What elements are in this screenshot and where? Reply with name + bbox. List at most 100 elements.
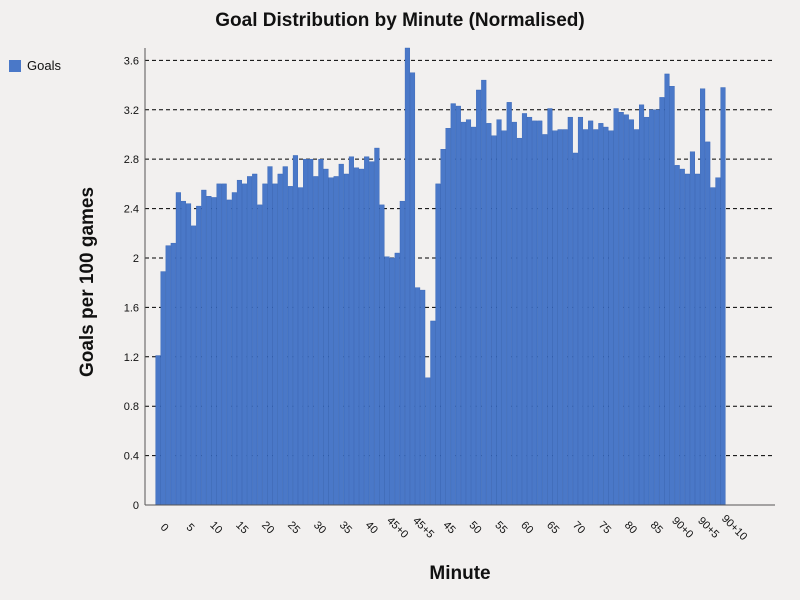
bar (318, 158, 324, 506)
bar (165, 245, 171, 506)
y-tick-label: 1.2 (124, 352, 139, 364)
bar (715, 177, 721, 506)
bar (435, 183, 441, 506)
bar (465, 119, 472, 506)
bar (409, 72, 416, 506)
bar (679, 168, 685, 506)
bar (241, 183, 248, 506)
bar (471, 126, 477, 506)
bar (287, 186, 293, 506)
bar (613, 108, 619, 506)
x-tick-label: 90+0 (669, 515, 695, 541)
bar (292, 155, 298, 506)
bar (506, 102, 512, 506)
bar (384, 256, 390, 506)
bar (628, 119, 634, 506)
bar (338, 163, 344, 506)
x-tick-label: 40 (363, 519, 380, 536)
x-tick-label: 75 (596, 519, 613, 536)
bar (649, 109, 655, 506)
x-tick-label: 90+10 (719, 513, 749, 543)
bar (379, 204, 385, 506)
bar (639, 104, 645, 506)
x-tick-label: 65 (544, 519, 561, 536)
x-tick-label: 25 (285, 519, 302, 536)
bar (567, 116, 573, 506)
bar (476, 89, 482, 506)
bar (191, 225, 197, 506)
bar (521, 113, 528, 506)
bar (399, 200, 405, 506)
bar (577, 116, 584, 506)
bar (562, 129, 568, 506)
bar (542, 134, 548, 506)
bar (588, 120, 594, 506)
legend-swatch-goals (9, 59, 21, 72)
bar (303, 158, 309, 506)
chart-title: Goal Distribution by Minute (Normalised) (215, 10, 585, 31)
axes (144, 48, 775, 506)
bar (211, 197, 217, 506)
bar (460, 121, 466, 506)
x-tick-label: 45 (441, 519, 458, 536)
bar (394, 252, 400, 506)
bar (593, 129, 599, 506)
x-tick-label: 15 (233, 519, 250, 536)
bar (389, 257, 395, 506)
bar (369, 161, 375, 506)
y-tick-label: 0.8 (124, 401, 139, 413)
bar (511, 121, 517, 506)
bar (491, 135, 497, 506)
bar (282, 166, 288, 506)
bar (297, 187, 304, 506)
y-tick-label: 0.4 (124, 451, 139, 463)
x-tick-label: 30 (311, 519, 328, 536)
bar (669, 86, 675, 506)
x-tick-label: 60 (518, 519, 535, 536)
x-tick-label: 85 (648, 519, 665, 536)
bar (404, 47, 410, 506)
bar (710, 187, 716, 506)
bar (527, 116, 533, 506)
bar (481, 79, 487, 506)
bar (160, 271, 166, 506)
x-tick-label: 70 (570, 519, 587, 536)
bar (364, 156, 370, 506)
bar (155, 355, 161, 506)
bar (674, 165, 680, 506)
bar (277, 173, 283, 506)
bar (206, 196, 212, 506)
bar (598, 123, 604, 506)
y-tick-label: 2.8 (124, 154, 139, 166)
bar (532, 120, 538, 506)
y-tick-label: 3.6 (124, 55, 139, 67)
x-tick-label: 10 (207, 519, 224, 536)
x-tick-label: 45+0 (384, 515, 410, 541)
bar (170, 242, 176, 506)
x-tick-labels: 0 5 10 15 20 25 30 35 40 45+0 45+5 45 50 55 60 65 70 75 80… (158, 513, 750, 543)
bar (348, 156, 354, 506)
bar (450, 103, 456, 506)
bar (231, 192, 237, 506)
bar (201, 189, 207, 506)
x-tick-label: 50 (466, 519, 483, 536)
bar (684, 173, 690, 506)
bar (486, 123, 492, 506)
bar (695, 173, 701, 506)
bar (644, 116, 650, 506)
bar (516, 137, 522, 506)
bar (689, 151, 696, 506)
y-tick-labels: 0 0.4 0.8 1.2 1.6 2 2.4 2.8 3.2 3.6 (124, 55, 139, 512)
bar (252, 173, 258, 506)
bar (654, 109, 660, 506)
bar (700, 88, 706, 506)
legend: Goals (9, 58, 61, 73)
x-tick-label: 45+5 (410, 515, 436, 541)
y-tick-label: 1.6 (124, 302, 139, 314)
bar (175, 192, 181, 506)
x-axis-title: Minute (429, 563, 491, 584)
bar (537, 120, 543, 506)
bar (557, 129, 563, 506)
bar (572, 152, 578, 506)
